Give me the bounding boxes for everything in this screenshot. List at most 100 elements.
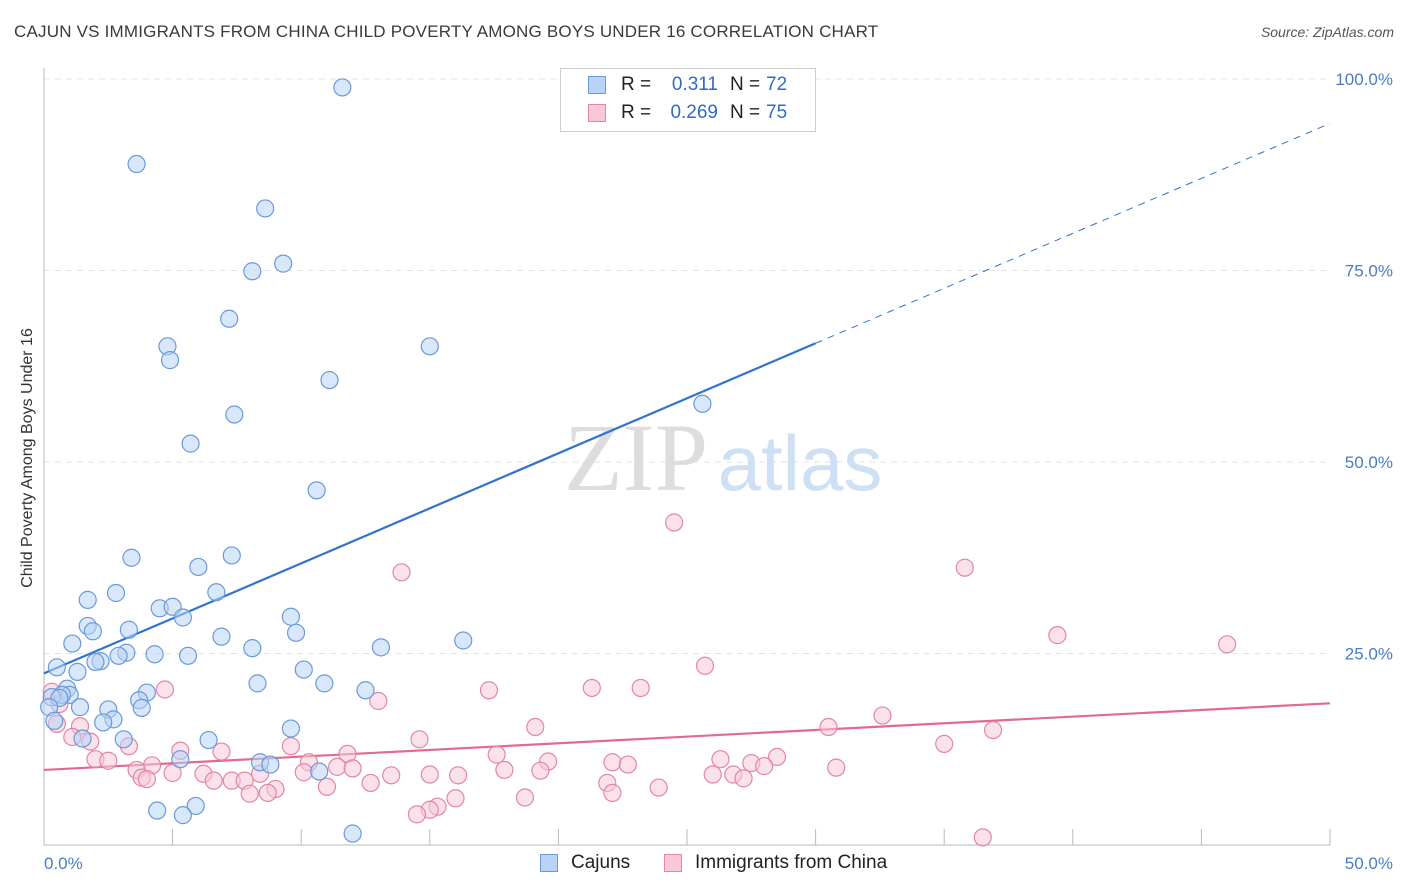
china-point: [755, 757, 774, 776]
cajun-point: [248, 674, 267, 693]
cajun-point: [122, 548, 141, 567]
china-point: [515, 788, 535, 807]
series-legend-label: Immigrants from China: [695, 852, 888, 873]
y-tick-label: 25.0%: [1345, 645, 1393, 664]
correlation-legend: R = 0.311 N = 72 R = 0.269 N = 75: [560, 68, 816, 132]
cajun-point: [294, 660, 313, 679]
cajun-point: [83, 622, 102, 641]
china-point: [392, 563, 411, 582]
legend-n-label: N =: [730, 102, 761, 123]
china-point: [163, 763, 182, 783]
china-point: [281, 737, 301, 756]
cajun-point: [261, 755, 280, 774]
cajun-point: [274, 254, 293, 273]
axes: [43, 68, 1331, 846]
china-point: [695, 656, 715, 675]
cajun-point: [73, 729, 92, 748]
cajun-point: [256, 199, 275, 218]
trend-line-extension: [815, 122, 1331, 344]
cajun-point: [145, 645, 164, 664]
china-point: [99, 751, 118, 770]
cajun-point: [281, 607, 301, 626]
legend-r-value: 0.269: [670, 102, 718, 123]
gridlines: [44, 78, 1330, 654]
chart-title: CAJUN VS IMMIGRANTS FROM CHINA CHILD POV…: [14, 22, 879, 41]
watermark-zip: ZIP: [564, 404, 708, 511]
china-point: [294, 763, 313, 782]
china-point: [649, 778, 668, 797]
cajun-point: [310, 762, 329, 781]
cajun-point: [186, 796, 205, 816]
y-tick-label: 50.0%: [1345, 453, 1393, 472]
cajun-point: [109, 646, 128, 665]
legend-n-label: N =: [730, 74, 761, 95]
cajun-point: [119, 620, 138, 639]
cajun-point: [243, 262, 262, 281]
china-point: [603, 753, 622, 772]
cajun-point: [356, 681, 375, 700]
series-legend-label: Cajuns: [571, 852, 631, 873]
cajun-point: [47, 658, 66, 677]
china-point: [1218, 635, 1237, 654]
china-point: [382, 766, 401, 785]
china-point: [204, 771, 223, 790]
cajun-point: [320, 370, 339, 390]
china-point: [487, 745, 506, 764]
china-point: [495, 760, 514, 780]
cajun-point: [454, 631, 473, 650]
legend-n-value: 72: [766, 74, 788, 95]
china-point: [240, 784, 259, 803]
cajun-point: [281, 719, 301, 738]
china-point: [618, 755, 637, 774]
cajun-point: [286, 623, 306, 642]
cajun-point: [68, 662, 87, 681]
cajun-point: [160, 351, 180, 370]
legend-r-label: R =: [621, 74, 652, 95]
trend-line-china: [43, 702, 1331, 772]
china-point: [955, 558, 974, 577]
china-point: [935, 734, 954, 753]
cajun-point: [70, 698, 90, 717]
china-point: [582, 678, 601, 698]
china-point: [526, 717, 545, 737]
china-point: [361, 773, 380, 793]
series-legend: Cajuns Immigrants from China: [0, 852, 1406, 878]
data-points: [40, 78, 1237, 847]
china-point: [873, 706, 892, 725]
china-point: [317, 777, 337, 796]
y-tick-label: 100.0%: [1335, 70, 1393, 89]
china-point: [819, 717, 838, 737]
legend-r-label: R =: [621, 102, 652, 123]
legend-swatch-cajuns: [540, 854, 558, 872]
cajun-point: [171, 750, 190, 769]
cajun-point: [693, 394, 712, 413]
china-point: [531, 761, 550, 780]
cajun-point: [199, 730, 218, 750]
cajun-point: [178, 646, 198, 665]
cajun-point: [307, 481, 326, 500]
tick-labels: 25.0% 50.0% 75.0% 100.0% 0.0% 50.0%: [44, 70, 1393, 873]
cajun-point: [212, 627, 231, 646]
china-point: [703, 765, 722, 784]
china-point: [328, 757, 347, 776]
china-point: [827, 758, 846, 777]
cajun-point: [181, 434, 200, 453]
china-point: [448, 766, 468, 785]
cajun-point: [225, 405, 244, 424]
cajun-point: [114, 730, 133, 749]
china-point: [631, 678, 650, 698]
cajun-point: [420, 337, 439, 356]
china-point: [407, 805, 427, 824]
x-tick-label: 0.0%: [44, 854, 83, 873]
china-point: [369, 691, 388, 711]
legend-n-value: 75: [766, 102, 788, 123]
cajun-point: [189, 557, 208, 577]
china-point: [665, 513, 684, 532]
cajun-point: [106, 583, 126, 603]
china-point: [258, 783, 277, 803]
trend-line-cajuns: [43, 342, 817, 675]
x-tick-label: 50.0%: [1345, 854, 1393, 873]
cajun-point: [220, 309, 239, 328]
china-point: [410, 730, 429, 749]
